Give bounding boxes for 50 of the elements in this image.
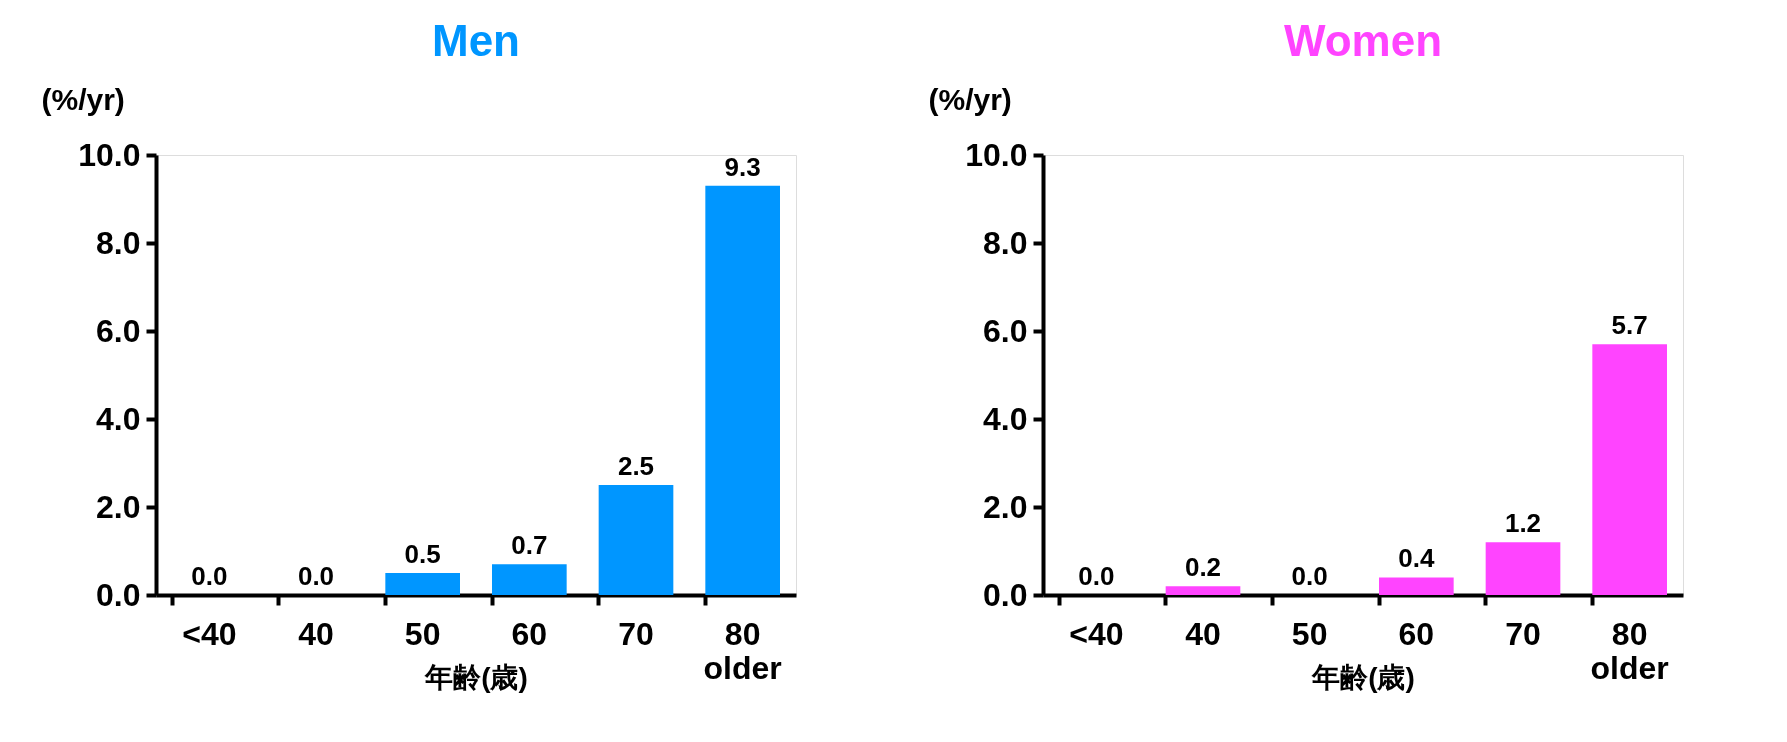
chart-title: Men: [432, 16, 520, 65]
y-tick-label: 10.0: [78, 136, 141, 173]
y-tick-label: 6.0: [96, 312, 141, 349]
x-tick-label: 40: [298, 615, 334, 652]
bar: [1485, 542, 1561, 595]
x-tick-label: <40: [1069, 615, 1124, 652]
bar: [598, 485, 674, 595]
y-tick-label: 8.0: [983, 224, 1028, 261]
y-axis-title: (%/yr): [928, 82, 1012, 116]
bar: [705, 185, 780, 595]
text: 0.7: [511, 530, 548, 561]
x-tick-label: 60: [1398, 615, 1435, 652]
bar: [385, 573, 460, 595]
x-axis-title: 年齢(歳): [1311, 661, 1415, 693]
x-tick-label: <40: [182, 615, 237, 652]
text: 0.0: [191, 561, 228, 591]
y-tick-label: 2.0: [96, 488, 141, 525]
y-tick-label: 10.0: [965, 136, 1028, 173]
y-tick-label: 4.0: [96, 400, 141, 437]
x-tick-label: 50: [404, 615, 441, 652]
y-tick-label: 0.0: [96, 576, 141, 613]
y-tick-label: 6.0: [983, 312, 1028, 349]
x-tick-label: 40: [1185, 615, 1221, 652]
text: 0.0: [1078, 561, 1115, 591]
y-tick-label: 8.0: [96, 224, 141, 261]
text: 0.5: [404, 539, 441, 569]
y-tick-label: 0.0: [983, 576, 1028, 613]
text: 0.0: [297, 561, 335, 591]
x-tick-label: 80 older: [703, 615, 782, 686]
x-tick-label: 80 older: [1590, 615, 1669, 686]
x-tick-label: 70: [1505, 615, 1541, 652]
x-tick-label: 50: [1291, 615, 1328, 652]
bar: [492, 564, 567, 595]
text: 5.7: [1611, 310, 1648, 341]
y-axis-title: (%/yr): [41, 82, 125, 116]
y-tick-label: 4.0: [983, 400, 1028, 437]
text: 0.4: [1398, 543, 1435, 574]
text: 0.0: [1291, 561, 1328, 591]
x-tick-label: 60: [511, 615, 548, 652]
text: 1.2: [1504, 508, 1542, 539]
text: 0.2: [1184, 552, 1222, 583]
chart-title: Women: [1283, 16, 1443, 65]
bar: [1379, 577, 1454, 595]
x-axis-title: 年齢(歳): [424, 661, 528, 693]
text: 9.3: [724, 151, 761, 182]
bar: [1592, 344, 1667, 595]
text: 2.5: [617, 451, 655, 481]
bar: [1165, 586, 1241, 595]
y-tick-label: 2.0: [983, 488, 1028, 525]
x-tick-label: 70: [618, 615, 654, 652]
